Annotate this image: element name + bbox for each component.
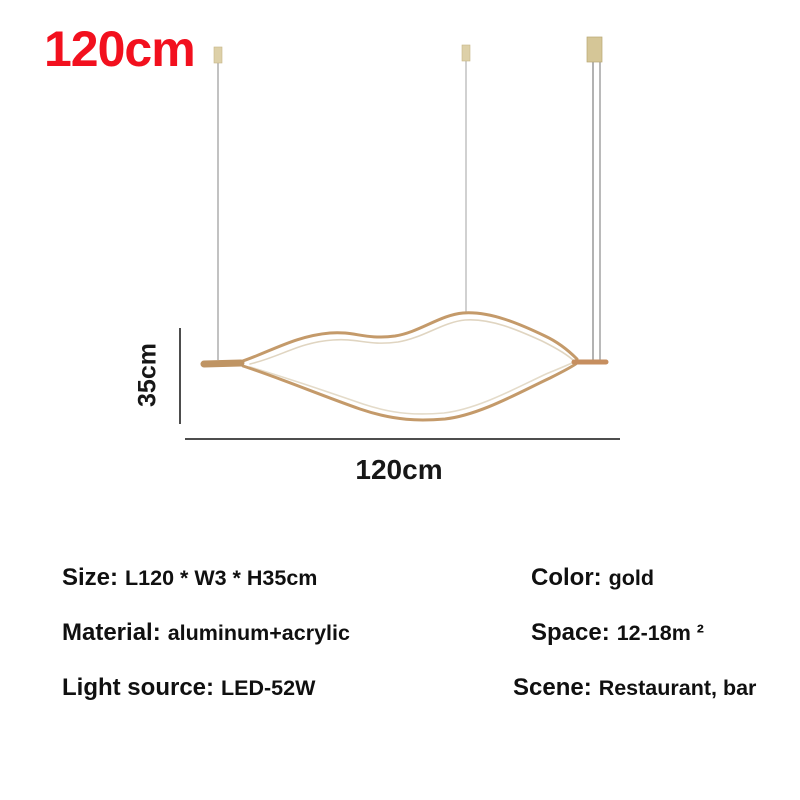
- spec-light-source: Light source: LED-52W: [62, 674, 315, 703]
- spec-light-source-value: LED-52W: [221, 676, 316, 700]
- spec-color: Color: gold: [531, 564, 654, 593]
- dimension-lines: [179, 328, 620, 440]
- spec-color-value: gold: [608, 566, 655, 590]
- spec-scene: Scene: Restaurant, bar: [513, 674, 756, 703]
- length-dimension-label: 120cm: [355, 454, 443, 485]
- lamp-body: [200, 311, 609, 422]
- acrylic-upper-edge: [249, 319, 575, 365]
- middle-cord-ferrule: [461, 44, 471, 62]
- length-callout: 120cm: [44, 21, 196, 77]
- spec-space: Space: 12-18m ²: [531, 619, 704, 648]
- spec-size: Size: L120 * W3 * H35cm: [62, 564, 317, 593]
- pendant-lamp-illustration: [179, 36, 620, 440]
- spec-scene-label: Scene:: [513, 674, 592, 701]
- spec-material: Material: aluminum+acrylic: [62, 619, 350, 648]
- spec-space-label: Space:: [531, 619, 610, 646]
- spec-light-source-label: Light source:: [62, 674, 215, 701]
- suspension-cords: [213, 36, 603, 361]
- left-end-bar: [200, 359, 245, 368]
- gold-lower-curve: [241, 361, 579, 422]
- spec-space-value: 12-18m ²: [616, 621, 704, 645]
- spec-material-value: aluminum+acrylic: [167, 621, 350, 645]
- right-canopy: [586, 36, 603, 63]
- gold-upper-curve: [238, 311, 579, 364]
- spec-color-label: Color:: [531, 564, 602, 591]
- left-cord-ferrule: [213, 46, 223, 64]
- height-dimension-label: 35cm: [133, 343, 162, 407]
- spec-size-label: Size:: [62, 564, 119, 591]
- acrylic-lower-edge: [249, 361, 575, 415]
- spec-material-label: Material:: [62, 619, 161, 646]
- spec-scene-value: Restaurant, bar: [598, 676, 757, 700]
- spec-size-value: L120 * W3 * H35cm: [125, 566, 318, 590]
